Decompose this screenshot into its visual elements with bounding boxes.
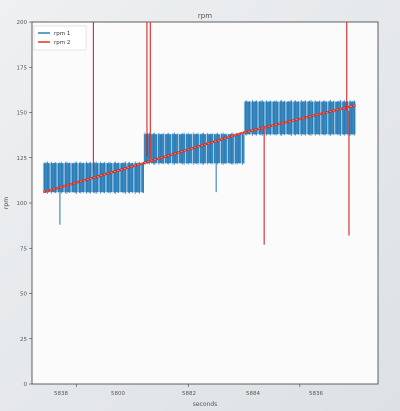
legend-box [33,25,87,51]
y-tick-label: 175 [17,65,28,71]
y-tick-label: 200 [17,20,28,26]
y-axis: 0 25 50 75 100 125 150 175 200 [17,20,32,388]
x-tick-label: 5838 [54,391,68,397]
legend: rpm 1 rpm 2 [33,25,87,51]
legend-label: rpm 1 [54,31,70,37]
y-axis-title: rpm [3,197,10,209]
x-tick-label: 5884 [246,391,260,397]
x-tick-label: 5836 [309,391,323,397]
x-axis-title: seconds [193,401,218,408]
legend-label: rpm 2 [54,40,70,46]
plot-area [31,21,379,385]
rpm2-trend-highlight [43,104,356,193]
chart-title: rpm [198,12,212,20]
x-tick-label: 5800 [111,391,125,397]
x-tick-label: 5882 [182,391,196,397]
y-tick-label: 0 [24,382,28,388]
y-tick-label: 150 [17,111,28,117]
y-tick-label: 25 [20,337,27,343]
y-tick-label: 50 [20,292,27,298]
y-tick-label: 125 [17,156,28,162]
y-tick-label: 75 [20,246,27,252]
y-tick-label: 100 [17,201,28,207]
series-layer [42,22,357,245]
x-axis: 5838 5800 5882 5884 5836 [54,384,323,397]
